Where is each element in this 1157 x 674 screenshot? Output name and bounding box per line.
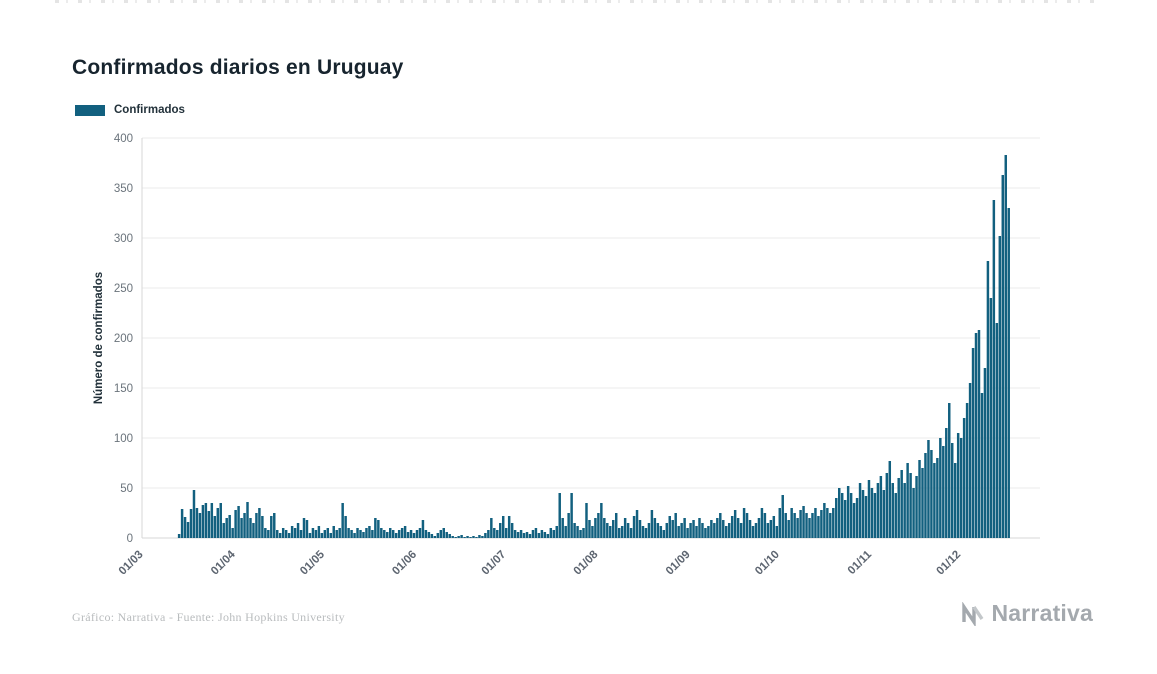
legend-label: Confirmados — [114, 104, 185, 116]
svg-text:150: 150 — [114, 383, 133, 395]
svg-text:01/04: 01/04 — [209, 548, 238, 577]
brand-name: Narrativa — [991, 600, 1093, 626]
svg-text:01/09: 01/09 — [664, 549, 693, 578]
svg-text:01/12: 01/12 — [934, 549, 963, 578]
bar-chart: 0 50 100 150 200 250 300 350 400 01/03 01/04 01/05 0… — [90, 130, 1100, 610]
svg-text:01/11: 01/11 — [846, 548, 875, 577]
svg-text:01/07: 01/07 — [480, 549, 509, 578]
svg-text:100: 100 — [114, 433, 133, 445]
svg-text:50: 50 — [120, 483, 133, 495]
svg-text:0: 0 — [127, 533, 133, 545]
footer-credit: Gráfico: Narrativa - Fuente: John Hopkin… — [72, 610, 345, 624]
svg-text:01/03: 01/03 — [117, 549, 146, 578]
chart-legend: Confirmados — [75, 104, 185, 116]
svg-text:200: 200 — [114, 333, 133, 345]
brand-logo: Narrativa — [961, 600, 1093, 627]
svg-text:01/06: 01/06 — [390, 549, 419, 578]
svg-text:300: 300 — [114, 233, 133, 245]
narrativa-logo-icon — [961, 601, 985, 626]
svg-text:01/10: 01/10 — [753, 549, 782, 578]
svg-text:250: 250 — [114, 283, 133, 295]
svg-text:400: 400 — [114, 133, 133, 145]
svg-text:350: 350 — [114, 183, 133, 195]
svg-text:01/08: 01/08 — [572, 548, 601, 577]
legend-swatch — [75, 104, 105, 116]
top-edge-artifact — [55, 0, 1100, 3]
svg-text:01/05: 01/05 — [298, 548, 327, 577]
page-title: Confirmados diarios en Uruguay — [72, 56, 404, 80]
